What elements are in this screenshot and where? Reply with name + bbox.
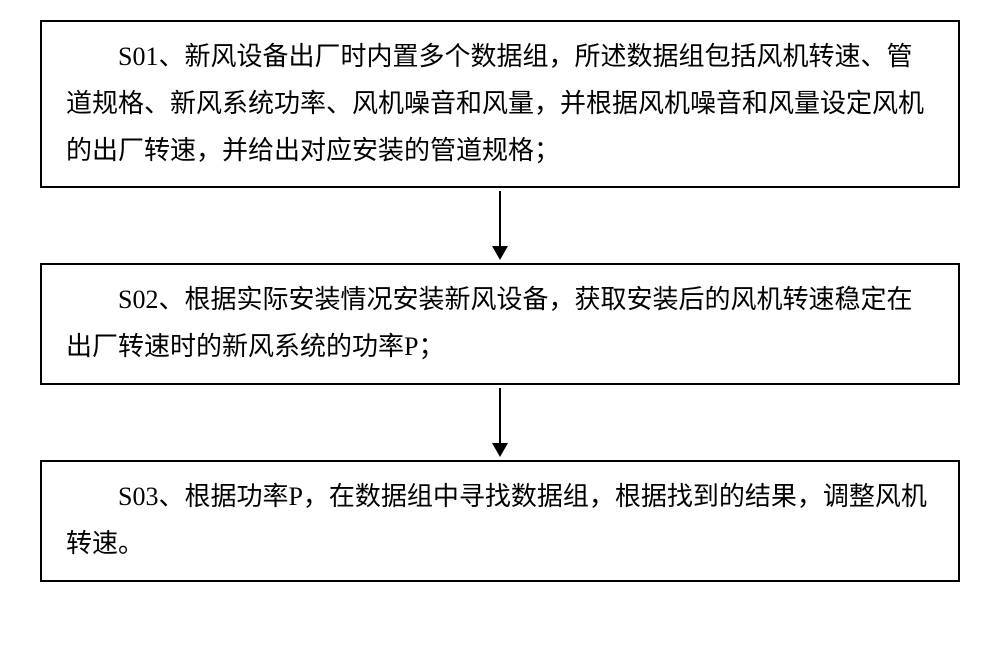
step-box-s01: S01、新风设备出厂时内置多个数据组，所述数据组包括风机转速、管道规格、新风系统… bbox=[40, 20, 960, 188]
flowchart-container: S01、新风设备出厂时内置多个数据组，所述数据组包括风机转速、管道规格、新风系统… bbox=[0, 0, 1000, 602]
step-box-s03: S03、根据功率P，在数据组中寻找数据组，根据找到的结果，调整风机转速。 bbox=[40, 460, 960, 582]
step-box-s02: S02、根据实际安装情况安装新风设备，获取安装后的风机转速稳定在出厂转速时的新风… bbox=[40, 263, 960, 385]
arrow-line bbox=[499, 388, 501, 443]
step-text-s01: S01、新风设备出厂时内置多个数据组，所述数据组包括风机转速、管道规格、新风系统… bbox=[66, 34, 934, 174]
arrow-line bbox=[499, 191, 501, 246]
arrow-s01-s02 bbox=[492, 188, 508, 263]
step-text-s02: S02、根据实际安装情况安装新风设备，获取安装后的风机转速稳定在出厂转速时的新风… bbox=[66, 277, 934, 371]
arrow-head-icon bbox=[492, 246, 508, 260]
arrow-s02-s03 bbox=[492, 385, 508, 460]
arrow-head-icon bbox=[492, 443, 508, 457]
step-text-s03: S03、根据功率P，在数据组中寻找数据组，根据找到的结果，调整风机转速。 bbox=[66, 474, 934, 568]
